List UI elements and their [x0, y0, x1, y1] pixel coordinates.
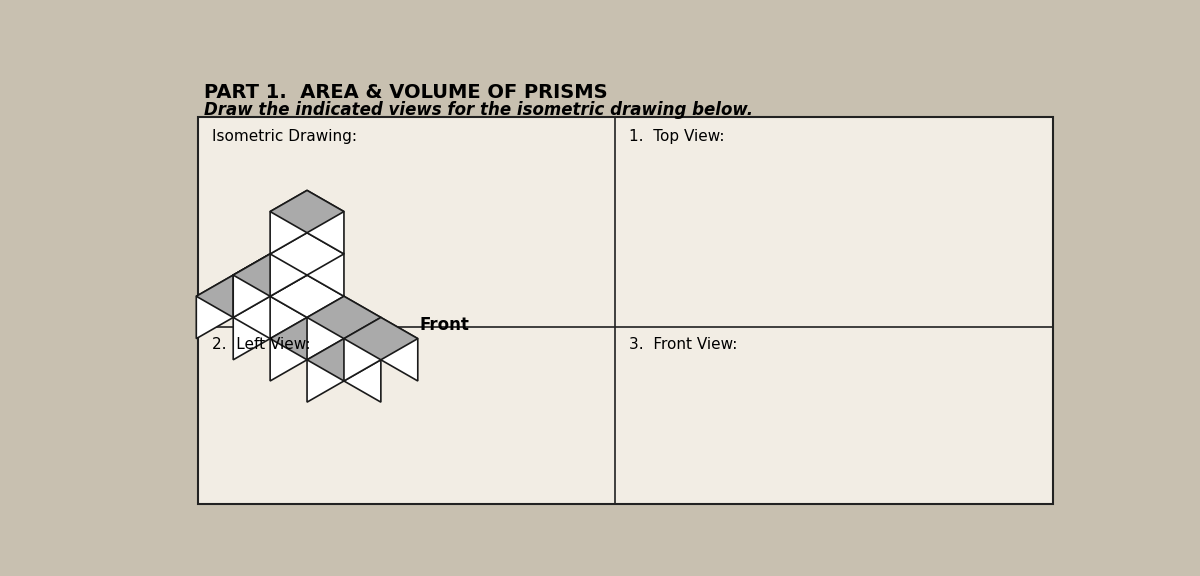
- Text: Isometric Drawing:: Isometric Drawing:: [212, 129, 358, 144]
- Polygon shape: [307, 317, 344, 381]
- Text: 3.  Front View:: 3. Front View:: [629, 337, 737, 352]
- Polygon shape: [307, 296, 380, 339]
- Polygon shape: [307, 275, 344, 339]
- Polygon shape: [270, 254, 307, 317]
- Polygon shape: [197, 275, 233, 339]
- Polygon shape: [233, 296, 270, 360]
- Polygon shape: [344, 339, 380, 402]
- Polygon shape: [233, 254, 307, 296]
- Text: Draw the indicated views for the isometric drawing below.: Draw the indicated views for the isometr…: [204, 101, 754, 119]
- Polygon shape: [270, 233, 307, 296]
- FancyBboxPatch shape: [198, 117, 1052, 504]
- Polygon shape: [270, 191, 307, 254]
- Polygon shape: [344, 317, 380, 381]
- Polygon shape: [233, 254, 270, 317]
- Polygon shape: [233, 296, 307, 339]
- Text: Front: Front: [420, 316, 469, 334]
- Polygon shape: [307, 296, 344, 360]
- Polygon shape: [233, 254, 270, 317]
- Polygon shape: [233, 254, 307, 296]
- Polygon shape: [270, 254, 307, 317]
- Polygon shape: [344, 317, 418, 360]
- Polygon shape: [270, 275, 307, 339]
- Polygon shape: [270, 317, 344, 360]
- Text: PART 1.  AREA & VOLUME OF PRISMS: PART 1. AREA & VOLUME OF PRISMS: [204, 83, 608, 102]
- Polygon shape: [380, 317, 418, 381]
- Polygon shape: [233, 275, 270, 339]
- Polygon shape: [307, 339, 380, 381]
- Polygon shape: [270, 233, 344, 275]
- Polygon shape: [307, 339, 344, 402]
- Polygon shape: [270, 275, 344, 317]
- Polygon shape: [344, 296, 380, 360]
- Polygon shape: [270, 191, 344, 233]
- Text: 2.  Left View:: 2. Left View:: [212, 337, 311, 352]
- Polygon shape: [270, 296, 307, 360]
- Polygon shape: [307, 191, 344, 254]
- Polygon shape: [270, 317, 307, 381]
- Text: 1.  Top View:: 1. Top View:: [629, 129, 725, 144]
- Polygon shape: [197, 275, 270, 317]
- Polygon shape: [307, 233, 344, 296]
